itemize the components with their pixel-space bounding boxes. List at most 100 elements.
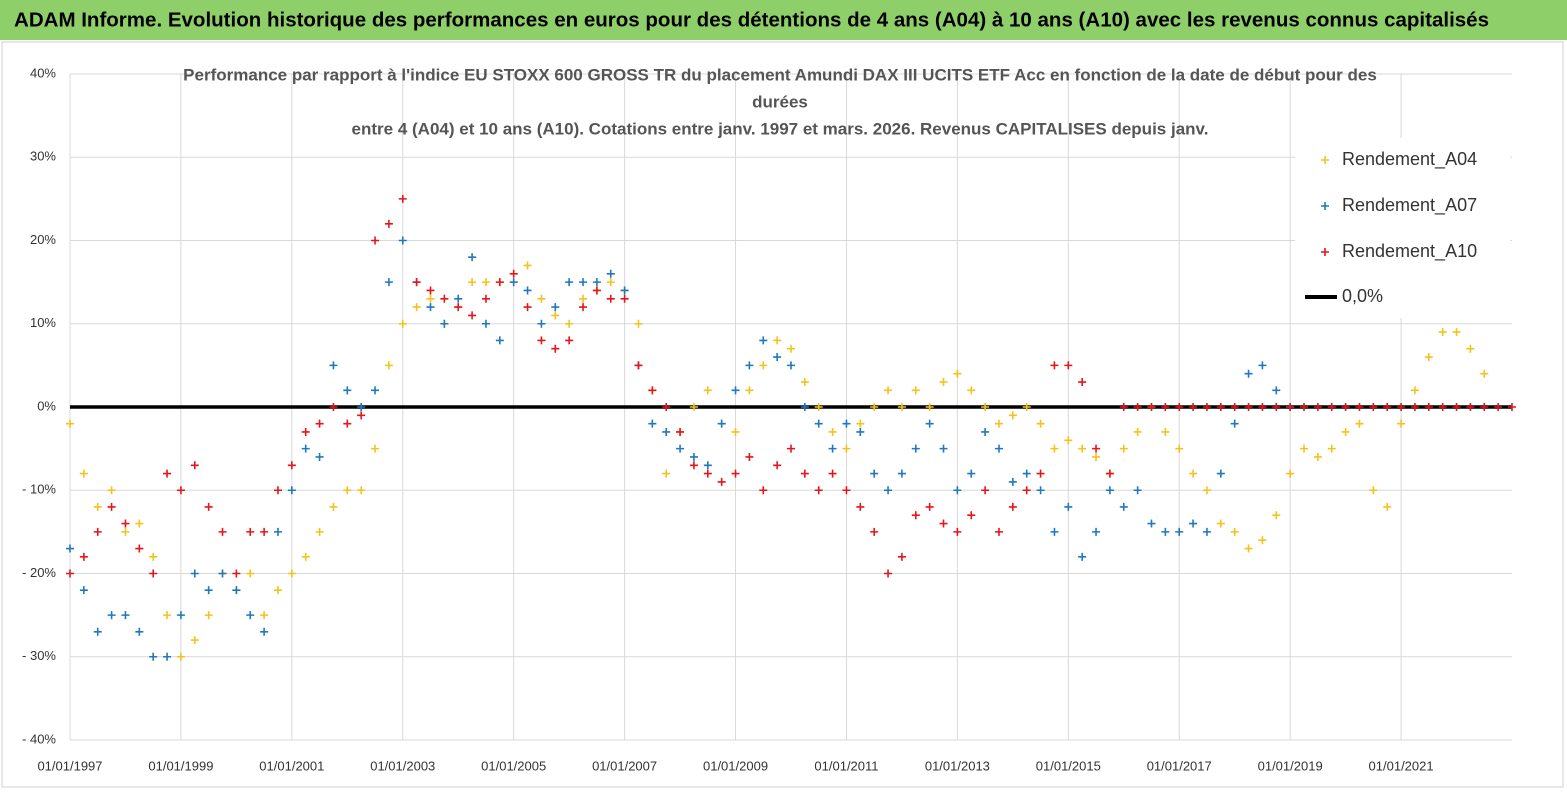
data-point bbox=[620, 294, 629, 303]
data-point bbox=[329, 403, 338, 411]
data-point bbox=[66, 569, 74, 578]
data-point bbox=[523, 303, 532, 312]
data-point bbox=[1008, 502, 1017, 511]
data-point bbox=[634, 319, 643, 328]
data-point bbox=[176, 611, 185, 620]
data-point bbox=[925, 403, 934, 411]
data-point bbox=[495, 278, 504, 287]
data-point bbox=[870, 469, 879, 478]
data-point bbox=[703, 461, 712, 470]
data-point bbox=[689, 461, 698, 470]
data-point bbox=[1189, 403, 1198, 411]
data-point bbox=[1452, 403, 1461, 411]
data-point bbox=[773, 461, 782, 470]
data-point bbox=[1050, 527, 1059, 536]
data-point bbox=[537, 319, 546, 328]
data-point bbox=[107, 611, 116, 620]
data-point bbox=[1147, 519, 1156, 528]
data-point bbox=[1258, 536, 1267, 545]
data-point bbox=[412, 303, 421, 312]
data-point bbox=[606, 269, 615, 278]
data-point bbox=[592, 286, 601, 295]
data-point bbox=[551, 303, 560, 312]
data-point bbox=[1341, 427, 1350, 436]
data-point bbox=[884, 386, 893, 395]
data-point bbox=[190, 636, 199, 645]
data-point bbox=[1244, 544, 1253, 553]
data-point bbox=[204, 502, 213, 511]
data-point bbox=[315, 452, 324, 461]
data-point bbox=[759, 336, 768, 345]
x-tick-label: 01/01/2013 bbox=[925, 758, 990, 773]
data-point bbox=[1327, 403, 1336, 411]
data-point bbox=[1272, 403, 1281, 411]
data-point bbox=[1008, 411, 1017, 420]
data-point bbox=[1272, 386, 1281, 395]
data-point bbox=[1064, 436, 1073, 445]
data-point bbox=[1313, 403, 1322, 411]
data-point bbox=[800, 403, 809, 411]
data-point bbox=[1119, 444, 1128, 453]
data-point bbox=[1161, 527, 1170, 536]
data-point bbox=[731, 469, 740, 478]
data-point bbox=[343, 386, 352, 395]
data-point bbox=[911, 511, 920, 520]
data-point bbox=[634, 361, 643, 370]
data-point bbox=[149, 652, 158, 661]
x-tick-label: 01/01/2005 bbox=[481, 758, 546, 773]
x-tick-label: 01/01/1997 bbox=[37, 758, 102, 773]
data-point bbox=[1286, 469, 1295, 478]
data-point bbox=[1022, 403, 1031, 411]
legend-label: Rendement_A04 bbox=[1342, 149, 1477, 170]
data-point bbox=[509, 269, 518, 278]
data-point bbox=[301, 427, 310, 436]
legend-marker bbox=[1321, 202, 1329, 210]
data-point bbox=[579, 303, 588, 312]
data-point bbox=[232, 586, 241, 595]
data-point bbox=[717, 477, 726, 486]
data-point bbox=[884, 569, 893, 578]
data-point bbox=[1202, 527, 1211, 536]
data-point bbox=[121, 527, 130, 536]
data-point bbox=[287, 486, 296, 495]
data-point bbox=[856, 502, 865, 511]
data-point bbox=[190, 461, 199, 470]
data-point bbox=[523, 286, 532, 295]
data-point bbox=[579, 294, 588, 303]
data-point bbox=[1508, 403, 1516, 411]
y-tick-label: - 40% bbox=[22, 731, 56, 746]
data-point bbox=[1092, 527, 1101, 536]
data-point bbox=[1327, 444, 1336, 453]
data-point bbox=[79, 586, 88, 595]
data-point bbox=[1438, 403, 1447, 411]
data-point bbox=[1161, 427, 1170, 436]
data-point bbox=[1369, 403, 1378, 411]
data-point bbox=[1230, 419, 1239, 428]
data-point bbox=[1230, 403, 1239, 411]
data-point bbox=[1341, 403, 1350, 411]
data-point bbox=[1216, 519, 1225, 528]
x-tick-label: 01/01/2015 bbox=[1036, 758, 1101, 773]
data-point bbox=[398, 236, 407, 245]
data-point bbox=[745, 452, 754, 461]
data-point bbox=[343, 486, 352, 495]
data-point bbox=[190, 569, 199, 578]
data-point bbox=[454, 294, 463, 303]
data-point bbox=[468, 278, 477, 287]
data-point bbox=[1272, 511, 1281, 520]
data-point bbox=[273, 486, 282, 495]
data-point bbox=[1119, 403, 1128, 411]
data-point bbox=[953, 527, 962, 536]
data-point bbox=[218, 569, 227, 578]
data-point bbox=[454, 303, 463, 312]
data-point bbox=[121, 611, 130, 620]
data-point bbox=[1133, 486, 1142, 495]
data-point bbox=[357, 411, 366, 420]
data-point bbox=[1133, 403, 1142, 411]
data-point bbox=[440, 294, 449, 303]
data-point bbox=[787, 344, 795, 353]
data-point bbox=[426, 294, 435, 303]
data-point bbox=[440, 319, 449, 328]
